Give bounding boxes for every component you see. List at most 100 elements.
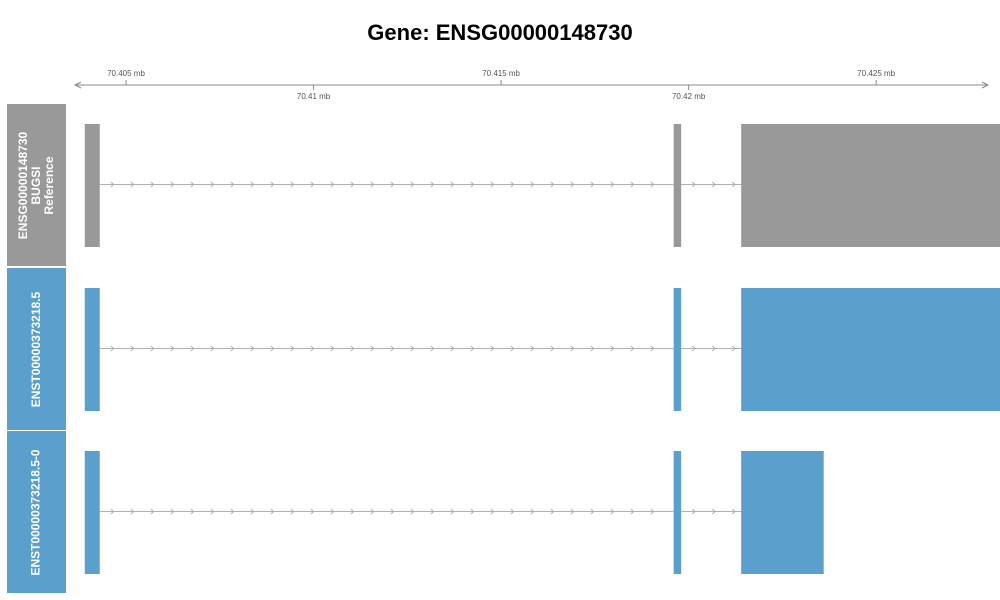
strand-arrow-icon bbox=[270, 508, 275, 515]
strand-arrow-icon bbox=[550, 508, 555, 515]
strand-arrow-icon bbox=[711, 345, 716, 352]
strand-arrow-icon bbox=[170, 181, 175, 188]
track-label-transcript: ENST00000373218.5-0 bbox=[7, 431, 66, 593]
exon-block bbox=[84, 288, 100, 411]
strand-arrow-icon bbox=[370, 345, 375, 352]
axis-tick-label: 70.405 mb bbox=[107, 69, 145, 78]
exon-block bbox=[84, 451, 100, 574]
strand-arrow-icon bbox=[570, 508, 575, 515]
strand-arrow-icon bbox=[130, 508, 135, 515]
strand-arrow-icon bbox=[370, 508, 375, 515]
strand-arrow-icon bbox=[110, 345, 115, 352]
strand-arrow-icon bbox=[210, 181, 215, 188]
axis-tick-label: 70.425 mb bbox=[857, 69, 895, 78]
strand-arrow-icon bbox=[570, 345, 575, 352]
strand-arrow-icon bbox=[550, 181, 555, 188]
strand-arrow-icon bbox=[290, 345, 295, 352]
strand-arrow-icon bbox=[490, 181, 495, 188]
exon-block bbox=[673, 451, 682, 574]
strand-arrow-icon bbox=[410, 345, 415, 352]
strand-arrow-icon bbox=[630, 345, 635, 352]
strand-arrow-icon bbox=[510, 345, 515, 352]
strand-arrow-icon bbox=[430, 508, 435, 515]
exon-block bbox=[741, 451, 824, 574]
strand-arrow-icon bbox=[470, 181, 475, 188]
strand-arrow-icon bbox=[691, 181, 696, 188]
strand-arrow-icon bbox=[230, 508, 235, 515]
strand-arrow-icon bbox=[630, 181, 635, 188]
genome-axis: 70.405 mb 70.415 mb 70.425 mb 70.41 mb 70.42… bbox=[73, 69, 990, 101]
strand-arrow-icon bbox=[270, 345, 275, 352]
axis-tick-label: 70.41 mb bbox=[297, 92, 331, 101]
strand-arrow-icon bbox=[550, 345, 555, 352]
strand-arrow-icon bbox=[390, 508, 395, 515]
track-label-reference: ENSG00000148730 BUGSI Reference bbox=[7, 104, 66, 266]
page-title: Gene: ENSG00000148730 bbox=[367, 20, 633, 45]
strand-arrow-icon bbox=[330, 508, 335, 515]
strand-arrow-icon bbox=[310, 181, 315, 188]
strand-arrow-icon bbox=[330, 181, 335, 188]
exon-block bbox=[673, 124, 682, 247]
strand-arrow-icon bbox=[610, 508, 615, 515]
axis-tick-label: 70.415 mb bbox=[482, 69, 520, 78]
strand-arrow-icon bbox=[650, 345, 655, 352]
strand-arrow-icon bbox=[530, 181, 535, 188]
strand-arrow-icon bbox=[250, 345, 255, 352]
strand-arrow-icon bbox=[450, 181, 455, 188]
strand-arrow-icon bbox=[570, 181, 575, 188]
exon-block bbox=[741, 124, 1000, 247]
strand-arrow-icon bbox=[731, 345, 736, 352]
strand-arrow-icon bbox=[270, 181, 275, 188]
exon-block bbox=[84, 124, 100, 247]
strand-arrow-icon bbox=[230, 345, 235, 352]
strand-arrow-icon bbox=[490, 345, 495, 352]
strand-arrow-icon bbox=[650, 181, 655, 188]
exon-block bbox=[741, 288, 1000, 411]
track-label-transcript: ENST00000373218.5 bbox=[7, 268, 66, 430]
strand-arrow-icon bbox=[610, 345, 615, 352]
strand-arrow-icon bbox=[590, 181, 595, 188]
strand-arrow-icon bbox=[190, 181, 195, 188]
strand-arrow-icon bbox=[470, 345, 475, 352]
strand-arrow-icon bbox=[470, 508, 475, 515]
strand-arrow-icon bbox=[150, 345, 155, 352]
strand-arrow-icon bbox=[510, 181, 515, 188]
strand-arrow-icon bbox=[530, 508, 535, 515]
strand-arrow-icon bbox=[110, 508, 115, 515]
strand-arrow-icon bbox=[711, 181, 716, 188]
strand-arrow-icon bbox=[711, 508, 716, 515]
strand-arrow-icon bbox=[530, 345, 535, 352]
strand-arrow-icon bbox=[330, 345, 335, 352]
strand-arrow-icon bbox=[110, 181, 115, 188]
strand-arrow-icon bbox=[731, 508, 736, 515]
strand-arrow-icon bbox=[430, 345, 435, 352]
transcript-model bbox=[84, 288, 1000, 411]
strand-arrow-icon bbox=[610, 181, 615, 188]
axis-arrow-right-icon bbox=[981, 81, 990, 89]
strand-arrow-icon bbox=[350, 508, 355, 515]
strand-arrow-icon bbox=[250, 508, 255, 515]
strand-arrow-icon bbox=[390, 181, 395, 188]
axis-arrow-left-icon bbox=[73, 81, 82, 89]
exon-block bbox=[673, 288, 682, 411]
strand-arrow-icon bbox=[370, 181, 375, 188]
strand-arrow-icon bbox=[430, 181, 435, 188]
strand-arrow-icon bbox=[210, 345, 215, 352]
strand-arrow-icon bbox=[691, 345, 696, 352]
strand-arrow-icon bbox=[350, 181, 355, 188]
strand-arrow-icon bbox=[150, 508, 155, 515]
strand-arrow-icon bbox=[590, 508, 595, 515]
strand-arrow-icon bbox=[410, 508, 415, 515]
strand-arrow-icon bbox=[170, 508, 175, 515]
strand-arrow-icon bbox=[691, 508, 696, 515]
strand-arrow-icon bbox=[310, 345, 315, 352]
strand-arrow-icon bbox=[290, 508, 295, 515]
strand-arrow-icon bbox=[250, 181, 255, 188]
strand-arrow-icon bbox=[450, 508, 455, 515]
strand-arrow-icon bbox=[490, 508, 495, 515]
strand-arrow-icon bbox=[190, 345, 195, 352]
strand-arrow-icon bbox=[731, 181, 736, 188]
strand-arrow-icon bbox=[150, 181, 155, 188]
strand-arrow-icon bbox=[650, 508, 655, 515]
strand-arrow-icon bbox=[410, 181, 415, 188]
